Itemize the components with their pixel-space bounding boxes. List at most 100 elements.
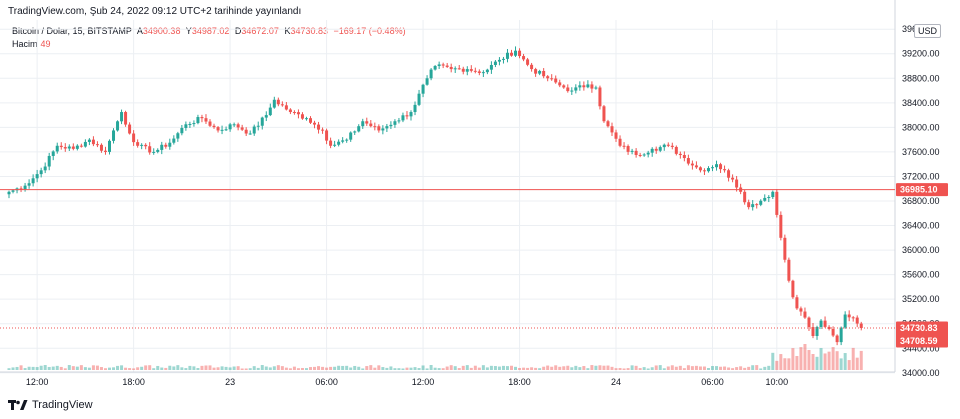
candle-body xyxy=(353,131,357,133)
candle-body xyxy=(43,166,47,171)
volume-bar xyxy=(839,358,843,370)
candle-body xyxy=(19,188,23,190)
volume-bar xyxy=(51,366,55,370)
candle-body xyxy=(747,202,751,208)
volume-bar xyxy=(638,368,642,370)
volume-bar xyxy=(650,367,654,370)
volume-bar xyxy=(309,367,312,370)
volume-bar xyxy=(389,366,393,370)
candle-body xyxy=(614,132,618,139)
volume-bar xyxy=(562,366,566,370)
volume-bar xyxy=(823,353,827,370)
volume-bar xyxy=(658,365,662,370)
price-tick-label: 39200.00 xyxy=(902,49,940,59)
candle-body xyxy=(264,115,268,118)
candle-body xyxy=(337,141,341,145)
volume-bar xyxy=(172,366,176,370)
candle-body xyxy=(787,259,791,281)
candle-body xyxy=(851,317,855,319)
volume-bar xyxy=(160,367,164,370)
volume-bar xyxy=(39,365,43,370)
candle-body xyxy=(622,145,626,147)
currency-badge[interactable]: USD xyxy=(914,24,942,38)
candle-body xyxy=(112,130,116,141)
candle-body xyxy=(566,87,570,92)
volume-bar xyxy=(526,367,530,370)
candle-body xyxy=(686,158,690,164)
volume-bar xyxy=(461,365,465,370)
candle-body xyxy=(594,87,598,89)
time-tick-label: 18:00 xyxy=(508,377,531,387)
volume-bar xyxy=(304,368,308,370)
candle-body xyxy=(365,121,369,124)
candle-body xyxy=(735,179,739,188)
candle-body xyxy=(212,125,216,128)
volume-bar xyxy=(437,368,441,370)
candle-body xyxy=(755,204,759,206)
volume-bar xyxy=(493,366,497,370)
candle-body xyxy=(751,204,755,208)
candle-body xyxy=(288,109,292,113)
volume-bar xyxy=(574,365,578,370)
time-tick-label: 23 xyxy=(225,377,235,387)
volume-bar xyxy=(216,367,220,370)
volume-bar xyxy=(779,354,783,370)
candle-body xyxy=(542,70,546,77)
price-tick-label: 35200.00 xyxy=(902,294,940,304)
candle-body xyxy=(578,85,582,88)
tradingview-logo-icon xyxy=(8,400,28,410)
candle-body xyxy=(839,327,843,343)
candle-body xyxy=(11,190,15,192)
volume-bar xyxy=(377,365,381,370)
volume-bar xyxy=(349,367,353,370)
volume-bar xyxy=(674,366,678,370)
candle-body xyxy=(268,107,272,116)
volume-bar xyxy=(546,365,550,370)
candle-body xyxy=(397,120,401,122)
candle-body xyxy=(47,155,51,167)
candle-body xyxy=(473,70,477,72)
volume-bar xyxy=(735,367,739,370)
volume-bar xyxy=(646,368,650,370)
candle-body xyxy=(662,144,666,148)
volume-bar xyxy=(116,365,120,370)
candle-body xyxy=(176,133,180,139)
candle-body xyxy=(200,117,204,119)
candle-body xyxy=(429,69,433,79)
volume-bar xyxy=(164,367,168,370)
candle-body xyxy=(831,329,835,336)
volume-bar xyxy=(401,368,405,370)
candle-body xyxy=(7,191,11,195)
volume-bar xyxy=(325,367,329,370)
volume-bar xyxy=(184,368,188,370)
horizontal-line-label-bg xyxy=(896,183,948,197)
candle-body xyxy=(116,121,120,131)
volume-bar xyxy=(284,367,288,370)
volume-bar xyxy=(497,366,501,370)
candle-body xyxy=(329,140,333,146)
candle-body xyxy=(140,144,144,146)
candle-body xyxy=(526,59,530,65)
volume-bar xyxy=(200,365,204,370)
volume-bar xyxy=(582,366,586,370)
volume-bar xyxy=(481,365,485,370)
candle-body xyxy=(674,146,678,154)
volume-bar xyxy=(807,350,811,370)
volume-bar xyxy=(7,368,11,370)
candle-body xyxy=(465,69,469,72)
candle-body xyxy=(783,237,787,260)
volume-bar xyxy=(799,347,803,370)
candle-body xyxy=(156,149,160,152)
candle-body xyxy=(39,170,43,175)
volume-bar xyxy=(421,365,425,370)
candle-body xyxy=(321,129,325,131)
volume-bar xyxy=(771,352,775,370)
volume-bar xyxy=(329,366,333,370)
candle-body xyxy=(188,123,192,125)
volume-bar xyxy=(75,366,79,370)
volume-bar xyxy=(469,367,473,370)
volume-bar xyxy=(622,368,626,370)
volume-bar xyxy=(176,365,180,370)
volume-bar xyxy=(83,367,87,370)
